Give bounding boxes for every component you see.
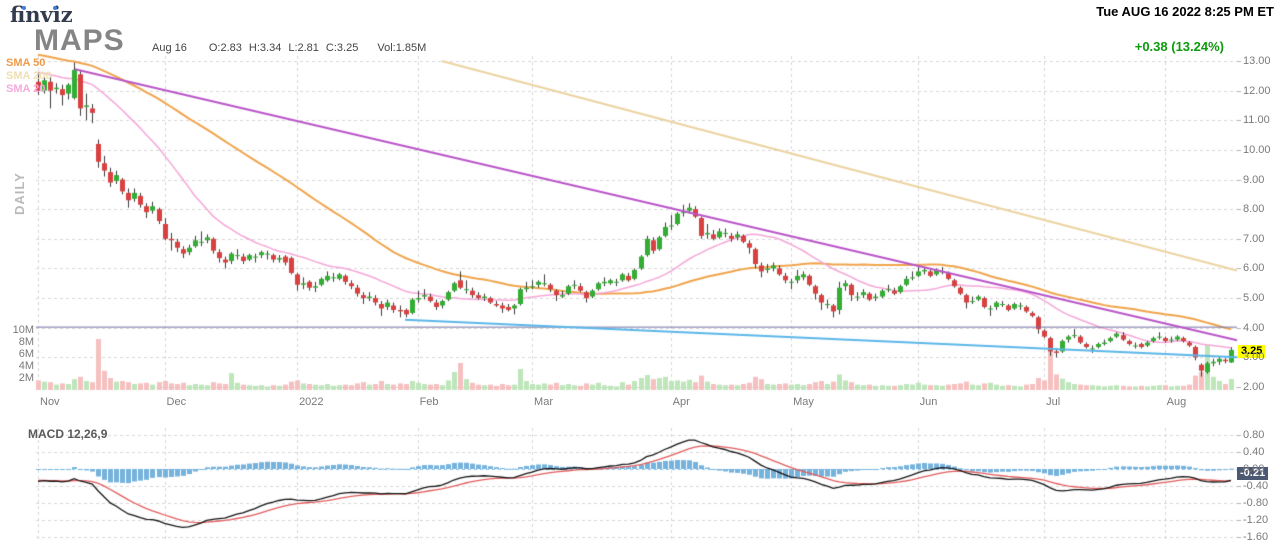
finviz-logo-text: finviz bbox=[10, 2, 73, 27]
last-price-tag: 3.25 bbox=[1238, 345, 1266, 358]
macd-axis-label: 0.80 bbox=[1243, 429, 1265, 441]
timeframe-label: DAILY bbox=[12, 172, 27, 215]
price-axis-label: 3.00 bbox=[1243, 351, 1265, 364]
price-axis-label: 4.00 bbox=[1243, 321, 1265, 334]
macd-axis-label: 0.40 bbox=[1243, 446, 1265, 458]
open-value: O:2.83 bbox=[208, 42, 242, 54]
price-change: +0.38 (13.24%) bbox=[1134, 39, 1224, 54]
price-axis-label: 7.00 bbox=[1243, 232, 1265, 245]
month-label: 2022 bbox=[299, 396, 324, 408]
macd-axis-label: -1.20 bbox=[1243, 514, 1269, 526]
month-label: Apr bbox=[672, 396, 690, 408]
month-label: Jul bbox=[1046, 396, 1061, 408]
finviz-logo[interactable]: finviz bbox=[10, 2, 73, 27]
timestamp: Tue AUG 16 2022 8:25 PM ET bbox=[1096, 4, 1274, 19]
close-value: C:3.25 bbox=[325, 42, 359, 54]
price-axis-label: 5.00 bbox=[1243, 292, 1265, 305]
volume-axis-label: 8M bbox=[18, 336, 34, 348]
month-label: Jun bbox=[919, 396, 938, 408]
ohlc-row: Aug 16 O:2.83 H:3.34 L:2.81 C:3.25 Vol:1… bbox=[152, 42, 426, 54]
month-label: Mar bbox=[534, 396, 553, 408]
month-label: Aug bbox=[1166, 396, 1187, 408]
logo-i-dot-icon bbox=[22, 6, 26, 10]
price-axis-label: 10.00 bbox=[1243, 143, 1271, 156]
macd-axis-label: -1.60 bbox=[1243, 531, 1269, 542]
macd-indicator-label: MACD 12,26,9 bbox=[28, 427, 108, 441]
logo-i2-dot-icon bbox=[53, 6, 57, 10]
macd-axis-label: -0.40 bbox=[1243, 480, 1269, 492]
volume-axis-label: 6M bbox=[18, 348, 34, 360]
volume-axis-label: 10M bbox=[12, 324, 34, 336]
ticker-symbol: MAPS bbox=[34, 24, 125, 57]
volume-axis-label: 4M bbox=[18, 360, 34, 372]
month-label: May bbox=[793, 396, 814, 408]
legend-sma50: SMA 50 bbox=[6, 57, 46, 69]
legend-sma200: SMA 200 bbox=[6, 70, 52, 82]
price-axis-label: 12.00 bbox=[1243, 84, 1271, 97]
price-axis-label: 13.00 bbox=[1243, 55, 1271, 67]
volume-value: Vol:1.85M bbox=[377, 42, 427, 54]
month-label: Feb bbox=[419, 396, 439, 408]
price-axis-label: 2.00 bbox=[1243, 380, 1265, 393]
macd-value-tag: -0.21 bbox=[1237, 467, 1269, 480]
legend-sma20: SMA 20 bbox=[6, 83, 46, 95]
price-axis-label: 11.00 bbox=[1243, 114, 1270, 127]
price-axis-label: 9.00 bbox=[1243, 173, 1265, 186]
price-axis-label: 6.00 bbox=[1243, 262, 1265, 275]
low-value: L:2.81 bbox=[288, 42, 319, 54]
price-axis-label: 8.00 bbox=[1243, 203, 1265, 216]
month-label: Nov bbox=[40, 396, 60, 408]
last-bar-date: Aug 16 bbox=[152, 42, 187, 54]
high-value: H:3.34 bbox=[248, 42, 282, 54]
volume-axis-label: 2M bbox=[18, 372, 34, 384]
month-label: Dec bbox=[166, 396, 187, 408]
macd-axis-label: -0.80 bbox=[1243, 497, 1269, 509]
macd-axis-label: 0.00 bbox=[1243, 463, 1265, 475]
